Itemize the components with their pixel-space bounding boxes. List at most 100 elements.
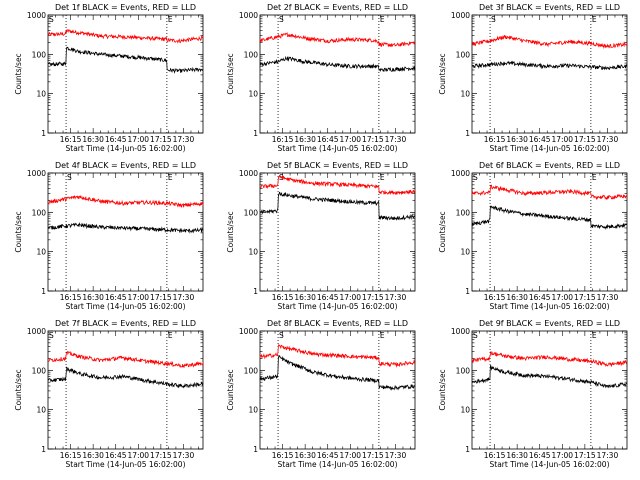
x-axis-label: Start Time (14-Jun-05 16:02:00) [66,144,186,153]
plot-frame [259,330,416,450]
y-tick-label: 100 [244,50,259,59]
plot-frame [47,330,204,450]
panel-title: Det 9f BLACK = Events, RED = LLD [479,319,620,328]
x-tick-label: 17:00 [551,451,573,460]
y-tick-label: 1 [41,445,46,454]
x-tick-label: 17:15 [150,451,172,460]
x-tick-label: 16:45 [529,293,551,302]
lld-series-line [471,34,628,49]
plot-frame [471,14,628,134]
plot-frame [259,172,416,292]
x-tick-label: 17:15 [574,293,596,302]
y-tick-label: 100 [32,208,47,217]
x-tick-label: 17:15 [574,451,596,460]
x-tick-label: 17:15 [574,135,596,144]
plot-frame [47,14,204,134]
y-tick-label: 100 [456,50,471,59]
x-axis-label: Start Time (14-Jun-05 16:02:00) [66,302,186,311]
lld-series-line [259,343,416,368]
x-tick-label: 16:45 [317,135,339,144]
x-axis-label: Start Time (14-Jun-05 16:02:00) [278,302,398,311]
x-tick-label: 16:15 [60,451,82,460]
x-tick-label: 16:45 [529,451,551,460]
y-tick-label: 1 [465,129,470,138]
x-tick-label: 17:15 [150,135,172,144]
x-tick-label: 17:00 [127,135,149,144]
events-series-line [47,221,204,234]
x-tick-label: 17:00 [339,135,361,144]
y-tick-label: 1000 [451,169,470,178]
end-marker: E [168,15,173,24]
events-series-line [471,205,628,230]
y-tick-label: 1000 [27,327,46,336]
y-tick-label: 1000 [239,327,258,336]
x-tick-label: 16:30 [506,135,528,144]
x-axis-label: Start Time (14-Jun-05 16:02:00) [278,460,398,469]
panel-title: Det 3f BLACK = Events, RED = LLD [479,3,620,12]
panel-4: Det 4f BLACK = Events, RED = LLD 1 10 100 10… [14,161,204,311]
x-tick-label: 17:30 [385,135,407,144]
start-marker: S [473,173,478,182]
x-tick-label: 16:30 [294,293,316,302]
plot-frame [47,172,204,292]
x-tick-label: 17:30 [597,451,619,460]
lld-series-line [471,351,628,368]
events-series-line [47,366,204,389]
y-tick-label: 10 [460,406,470,415]
x-tick-label: 16:45 [105,135,127,144]
plot-frame [471,330,628,450]
panel-title: Det 4f BLACK = Events, RED = LLD [55,161,196,170]
events-series-line [471,60,628,71]
end-marker: E [380,173,385,182]
events-series-line [259,55,416,73]
y-tick-label: 1000 [239,169,258,178]
x-tick-label: 17:15 [362,135,384,144]
x-tick-label: 16:15 [484,451,506,460]
x-tick-label: 17:15 [150,293,172,302]
end-marker: E [380,331,385,340]
y-axis-label: Counts/sec [438,53,447,94]
x-axis-label: Start Time (14-Jun-05 16:02:00) [278,144,398,153]
end-marker: E [168,331,173,340]
panel-1: Det 1f BLACK = Events, RED = LLD 1 10 100 10… [14,3,204,153]
lld-series-line [47,195,204,208]
x-tick-label: 16:30 [294,451,316,460]
x-axis-label: Start Time (14-Jun-05 16:02:00) [490,302,610,311]
end-marker: E [592,173,597,182]
y-tick-label: 10 [248,248,258,257]
y-tick-label: 1 [253,129,258,138]
x-tick-label: 16:45 [529,135,551,144]
x-tick-label: 16:15 [272,451,294,460]
lld-series-line [259,32,416,48]
x-axis-label: Start Time (14-Jun-05 16:02:00) [66,460,186,469]
end-marker: E [592,331,597,340]
plot-frame [259,14,416,134]
panel-title: Det 6f BLACK = Events, RED = LLD [479,161,620,170]
x-tick-label: 17:00 [127,293,149,302]
start-marker: S [279,173,284,182]
y-tick-label: 10 [460,90,470,99]
y-axis-label: Counts/sec [14,53,23,94]
y-axis-label: Counts/sec [226,53,235,94]
y-tick-label: 100 [32,50,47,59]
y-tick-label: 100 [456,208,471,217]
x-tick-label: 16:30 [506,293,528,302]
x-axis-label: Start Time (14-Jun-05 16:02:00) [490,144,610,153]
x-tick-label: 17:30 [385,293,407,302]
x-tick-label: 16:45 [105,293,127,302]
y-axis-label: Counts/sec [438,369,447,410]
panel-title: Det 7f BLACK = Events, RED = LLD [55,319,196,328]
end-marker: E [592,15,597,24]
panel-title: Det 1f BLACK = Events, RED = LLD [55,3,196,12]
panel-7: Det 7f BLACK = Events, RED = LLD 1 10 100 10… [14,319,204,469]
y-axis-label: Counts/sec [438,211,447,252]
y-tick-label: 1 [465,445,470,454]
x-tick-label: 17:15 [362,451,384,460]
y-tick-label: 1 [253,287,258,296]
x-tick-label: 16:45 [317,451,339,460]
x-tick-label: 17:00 [127,451,149,460]
x-tick-label: 16:45 [105,451,127,460]
x-tick-label: 17:30 [173,451,195,460]
x-tick-label: 16:30 [82,293,104,302]
